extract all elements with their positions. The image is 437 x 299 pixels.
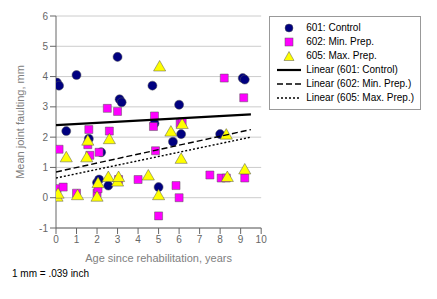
svg-text:5: 5: [42, 41, 48, 52]
svg-text:-1: -1: [39, 223, 48, 234]
html-text:602: Min. Prep.: 602: Min. Prep.: [306, 36, 374, 47]
svg-text:2: 2: [94, 234, 100, 245]
svg-text:9: 9: [238, 234, 244, 245]
html-text:601: Control: 601: Control: [306, 22, 361, 33]
svg-text:10: 10: [256, 234, 268, 245]
html-text:1 mm = .039 inch: 1 mm = .039 inch: [12, 268, 89, 279]
svg-text:4: 4: [135, 234, 141, 245]
html-text:605: Max. Prep.: 605: Max. Prep.: [306, 50, 377, 61]
svg-text:6: 6: [42, 11, 48, 22]
svg-text:7: 7: [197, 234, 203, 245]
svg-text:8: 8: [217, 234, 223, 245]
svg-text:0: 0: [53, 234, 59, 245]
html-text:Linear (602: Min. Prep.): Linear (602: Min. Prep.): [306, 78, 412, 89]
svg-text:0: 0: [42, 192, 48, 203]
svg-text:6: 6: [176, 234, 182, 245]
svg-text:3: 3: [42, 101, 48, 112]
svg-text:Mean joint faulting, mm: Mean joint faulting, mm: [14, 65, 26, 179]
svg-text:2: 2: [42, 132, 48, 143]
svg-text:Age since rehabilitation, year: Age since rehabilitation, years: [85, 252, 232, 264]
svg-text:1: 1: [74, 234, 80, 245]
html-text:Linear (605: Max. Prep.): Linear (605: Max. Prep.): [306, 92, 414, 103]
svg-text:4: 4: [42, 71, 48, 82]
svg-text:3: 3: [115, 234, 121, 245]
html-text:Linear (601: Control): Linear (601: Control): [306, 64, 398, 75]
svg-text:5: 5: [156, 234, 162, 245]
svg-text:1: 1: [42, 162, 48, 173]
